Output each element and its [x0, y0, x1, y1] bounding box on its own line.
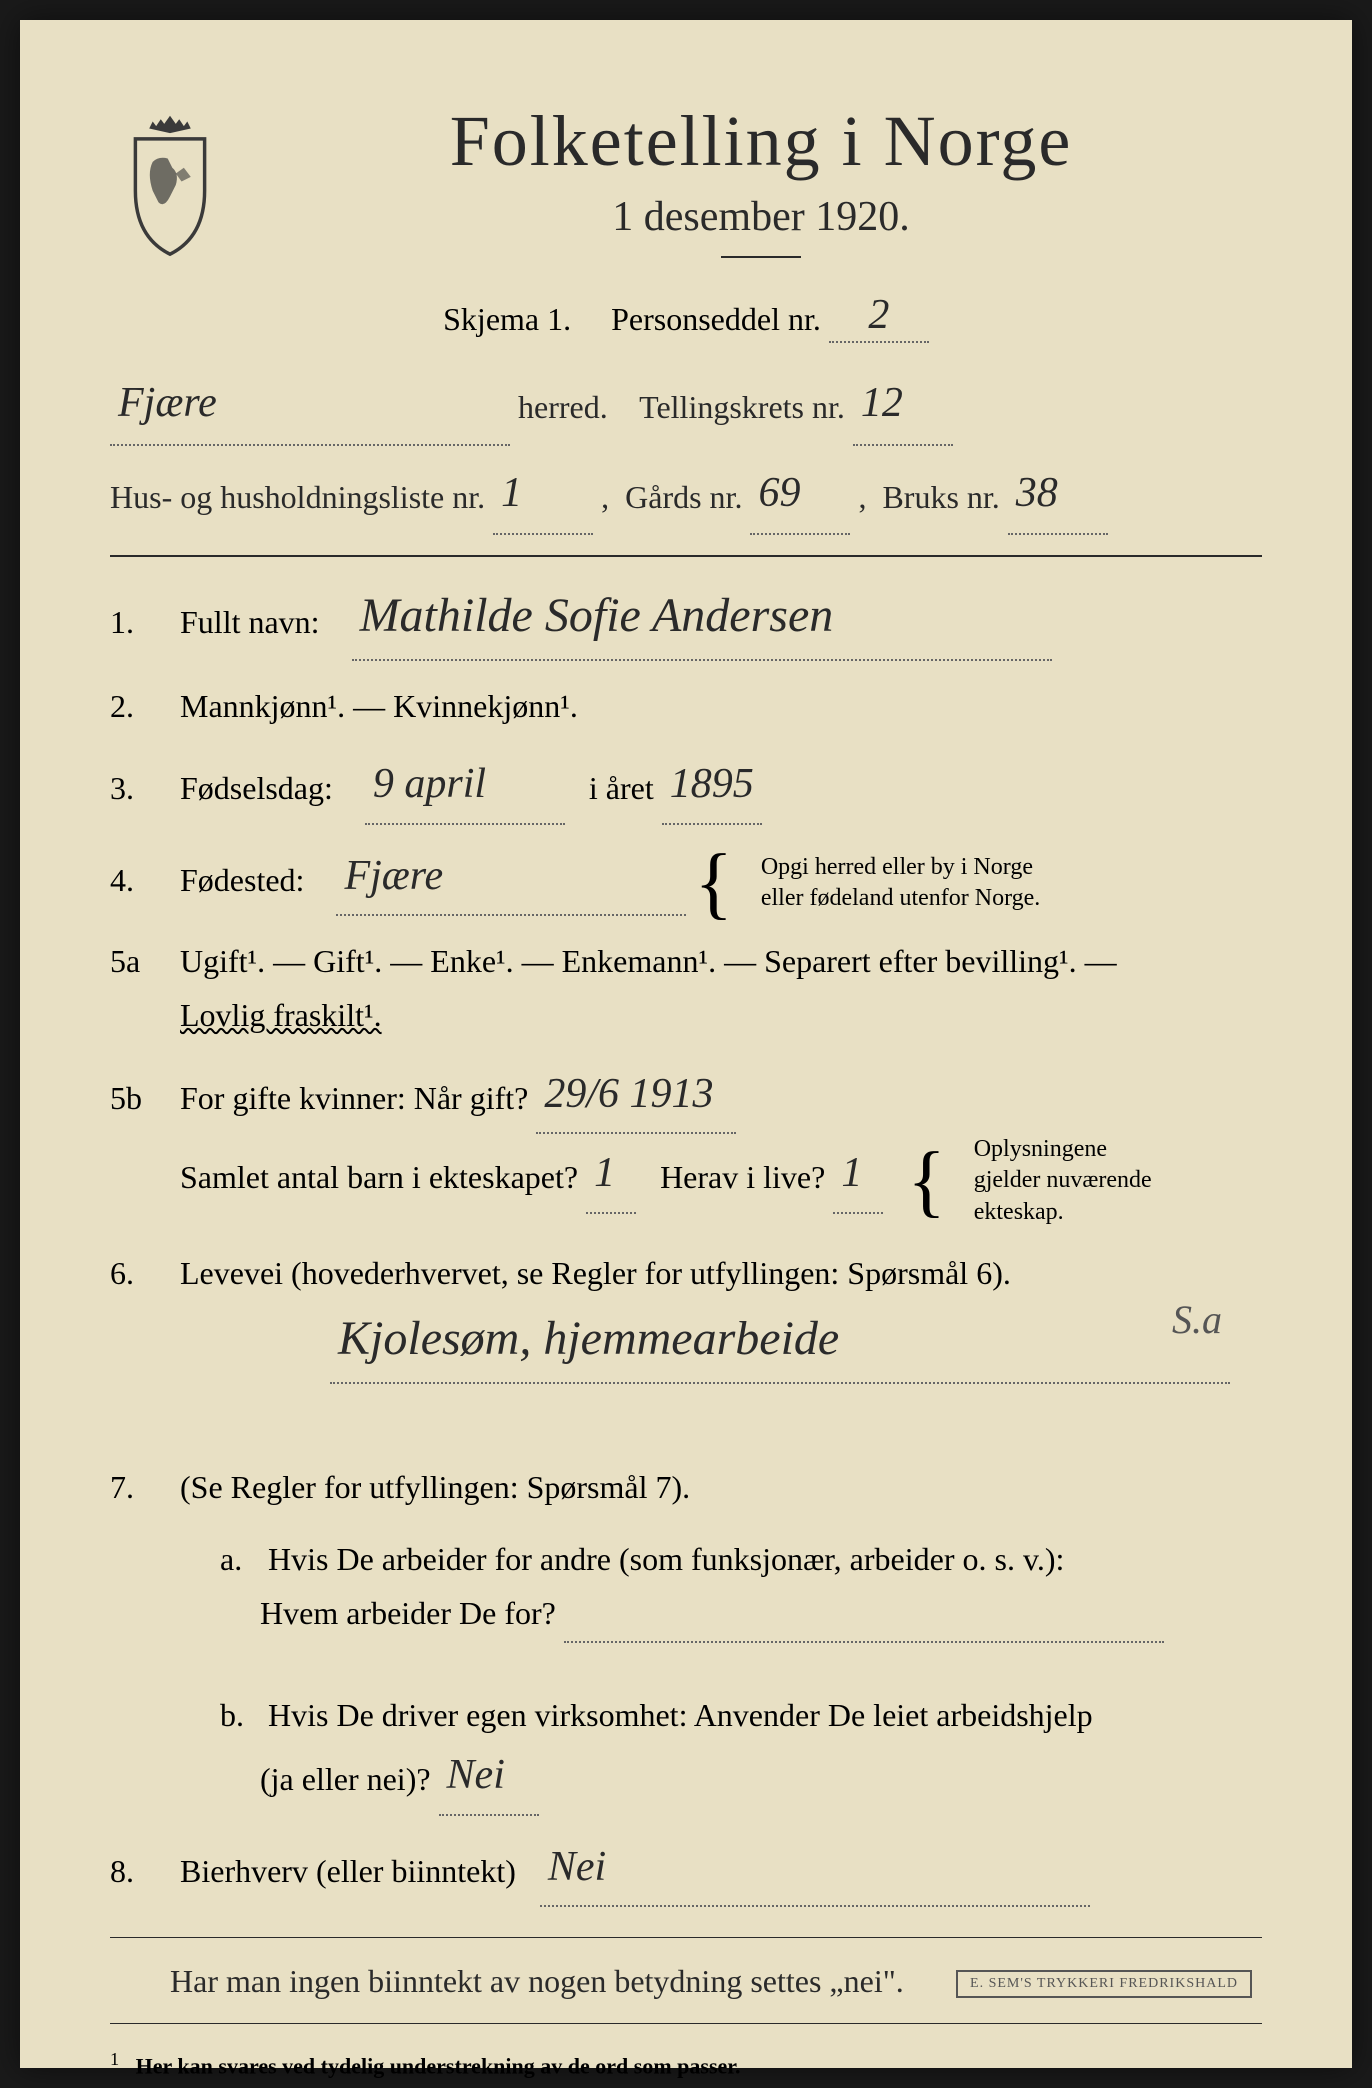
q3-day: 9 april	[373, 749, 486, 820]
q6-num: 6.	[110, 1255, 180, 1292]
bruks-nr: 38	[1016, 456, 1058, 532]
question-7a: a. Hvis De arbeider for andre (som funks…	[220, 1532, 1262, 1643]
q3-label: Fødselsdag:	[180, 770, 333, 806]
q5b-note: Oplysningene gjelder nuværende ekteskap.	[974, 1134, 1152, 1228]
q4-num: 4.	[110, 862, 180, 899]
husliste-nr: 1	[501, 456, 522, 532]
q5b-gift: 29/6 1913	[544, 1059, 713, 1130]
q7a-label2: Hvem arbeider De for?	[260, 1595, 556, 1631]
herred-label: herred.	[518, 389, 608, 425]
question-7: 7. (Se Regler for utfyllingen: Spørsmål …	[110, 1460, 1262, 1514]
personseddel-nr: 2	[868, 291, 889, 339]
census-form-page: Folketelling i Norge 1 desember 1920. Sk…	[20, 20, 1352, 2068]
question-1: 1. Fullt navn: Mathilde Sofie Andersen	[110, 577, 1262, 661]
tellingskrets-nr: 12	[861, 366, 903, 442]
question-6: 6. Levevei (hovederhvervet, se Regler fo…	[110, 1246, 1262, 1384]
printer-stamp: E. SEM'S TRYKKERI FREDRIKSHALD	[956, 1970, 1252, 1998]
q5a-num: 5a	[110, 943, 180, 980]
main-title: Folketelling i Norge	[260, 100, 1262, 183]
q7-num: 7.	[110, 1469, 180, 1506]
q4-label: Fødested:	[180, 862, 304, 898]
q5b-num: 5b	[110, 1080, 180, 1117]
header: Folketelling i Norge 1 desember 1920.	[110, 100, 1262, 273]
question-8: 8. Bierhverv (eller biinntekt) Nei	[110, 1834, 1262, 1907]
question-5a: 5a Ugift¹. — Gift¹. — Enke¹. — Enkemann¹…	[110, 934, 1262, 1043]
q4-note: Opgi herred eller by i Norge eller fødel…	[761, 852, 1040, 914]
bruks-label: Bruks nr.	[882, 479, 999, 515]
herred-line: Fjære herred. Tellingskrets nr. 12	[110, 368, 1262, 446]
q5b-label: For gifte kvinner: Når gift?	[180, 1080, 528, 1116]
title-divider	[721, 256, 801, 258]
husliste-line: Hus- og husholdningsliste nr. 1 , Gårds …	[110, 458, 1262, 536]
q7-label: (Se Regler for utfyllingen: Spørsmål 7).	[180, 1460, 1262, 1514]
separator-2	[110, 1937, 1262, 1938]
q8-value: Nei	[548, 1832, 606, 1903]
question-3: 3. Fødselsdag: 9 april i året 1895	[110, 751, 1262, 824]
gards-nr: 69	[758, 456, 800, 532]
gards-label: Gårds nr.	[625, 479, 742, 515]
q5b-barn: 1	[594, 1138, 615, 1209]
q7b-label2: (ja eller nei)?	[260, 1761, 431, 1797]
q1-label: Fullt navn:	[180, 604, 320, 640]
separator-3	[110, 2023, 1262, 2024]
question-7b: b. Hvis De driver egen virksomhet: Anven…	[220, 1688, 1262, 1816]
footnote: 1 Her kan svares ved tydelig understrekn…	[110, 2049, 1262, 2079]
q6-value: Kjolesøm, hjemmearbeide	[338, 1298, 839, 1380]
q2-num: 2.	[110, 688, 180, 725]
subtitle: 1 desember 1920.	[260, 193, 1262, 241]
coat-of-arms-icon	[110, 110, 230, 260]
q7b-value: Nei	[447, 1740, 505, 1811]
question-4: 4. Fødested: Fjære { Opgi herred eller b…	[110, 843, 1262, 916]
q5a-label2: Lovlig fraskilt¹.	[180, 997, 382, 1033]
husliste-label: Hus- og husholdningsliste nr.	[110, 479, 485, 515]
skjema-label: Skjema 1.	[443, 301, 571, 337]
question-2: 2. Mannkjønn¹. — Kvinnekjønn¹.	[110, 679, 1262, 733]
q4-value: Fjære	[344, 841, 443, 912]
q3-year: 1895	[670, 749, 754, 820]
q6-side-note: S.a	[1172, 1296, 1222, 1343]
title-block: Folketelling i Norge 1 desember 1920.	[260, 100, 1262, 273]
q5a-label: Ugift¹. — Gift¹. — Enke¹. — Enkemann¹. —…	[180, 943, 1117, 979]
separator-1	[110, 555, 1262, 557]
herred-value: Fjære	[118, 366, 217, 442]
q5b-live: 1	[841, 1138, 862, 1209]
q1-num: 1.	[110, 604, 180, 641]
q7a-label: Hvis De arbeider for andre (som funksjon…	[268, 1541, 1064, 1577]
q5b-barn-label: Samlet antal barn i ekteskapet?	[180, 1159, 578, 1195]
skjema-line: Skjema 1. Personseddel nr. 2	[110, 293, 1262, 343]
personseddel-label: Personseddel nr.	[611, 301, 821, 337]
q5b-live-label: Herav i live?	[660, 1159, 825, 1195]
q3-year-label: i året	[589, 770, 654, 806]
q2-label: Mannkjønn¹. — Kvinnekjønn¹.	[180, 679, 1262, 733]
tellingskrets-label: Tellingskrets nr.	[639, 389, 845, 425]
footnote-num: 1	[110, 2049, 119, 2069]
q6-label: Levevei (hovederhvervet, se Regler for u…	[180, 1255, 1011, 1291]
q8-label: Bierhverv (eller biinntekt)	[180, 1853, 516, 1889]
question-5b: 5b For gifte kvinner: Når gift? 29/6 191…	[110, 1061, 1262, 1228]
q7b-label: Hvis De driver egen virksomhet: Anvender…	[268, 1697, 1093, 1733]
q8-num: 8.	[110, 1853, 180, 1890]
q1-value: Mathilde Sofie Andersen	[360, 575, 834, 657]
q3-num: 3.	[110, 770, 180, 807]
footnote-text: Her kan svares ved tydelig understreknin…	[136, 2053, 741, 2078]
